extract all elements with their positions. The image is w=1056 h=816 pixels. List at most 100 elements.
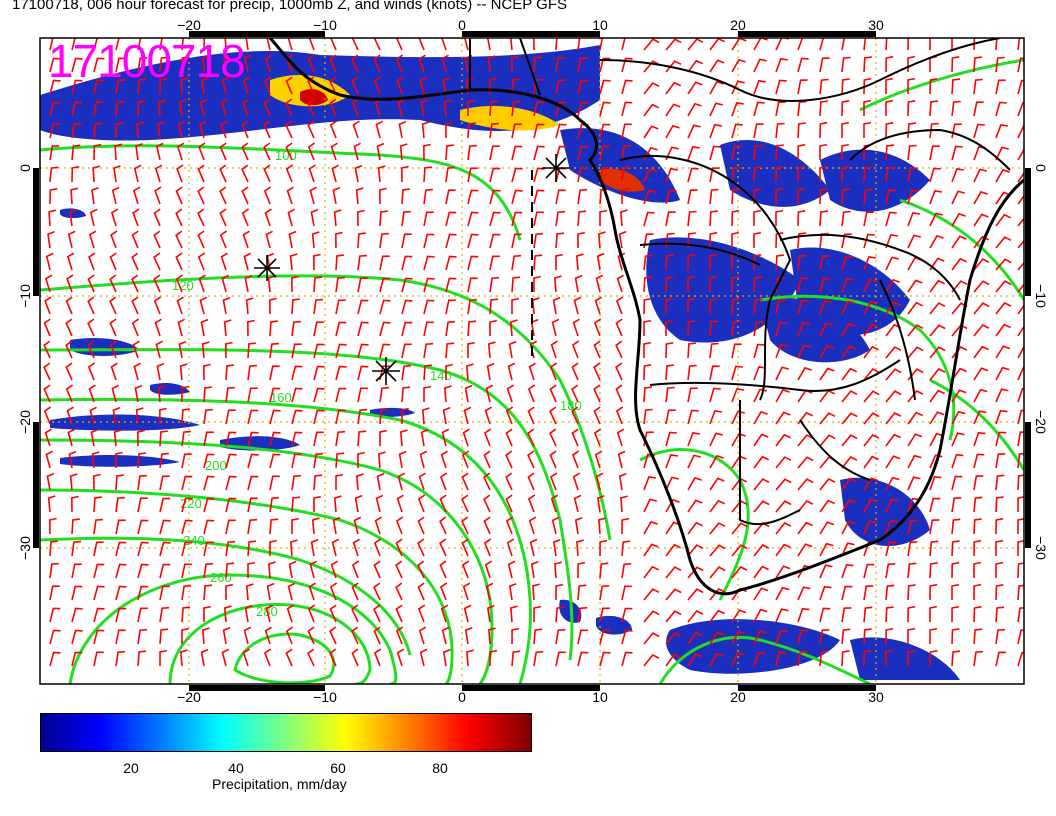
- wind-barb: [89, 208, 98, 227]
- wind-barb: [841, 38, 846, 51]
- wind-barb: [951, 540, 960, 557]
- wind-barb: [995, 628, 1006, 645]
- wind-barb: [731, 101, 744, 117]
- wind-barb: [115, 541, 127, 557]
- wind-barb: [929, 145, 940, 161]
- wind-barb: [753, 651, 766, 667]
- wind-barb: [731, 565, 748, 579]
- wind-barb: [111, 384, 119, 403]
- wind-barb: [354, 494, 363, 513]
- wind-barb: [973, 345, 989, 359]
- wind-barb: [577, 651, 589, 667]
- wind-barb: [307, 648, 315, 667]
- wind-barb: [47, 495, 56, 513]
- lon-tick-label: −20: [177, 689, 201, 705]
- wind-barb: [43, 384, 51, 403]
- wind-barb: [221, 274, 229, 293]
- wind-barb: [643, 543, 659, 557]
- wind-barb: [596, 494, 605, 513]
- wind-barb: [379, 321, 391, 337]
- wind-barb: [423, 277, 435, 293]
- wind-barb: [221, 76, 230, 95]
- wind-barb: [687, 81, 703, 95]
- wind-barb: [775, 543, 791, 557]
- wind-barb: [973, 606, 982, 623]
- wind-barb: [618, 230, 627, 249]
- wind-barb: [1017, 38, 1021, 51]
- wind-barb: [885, 77, 894, 94]
- wind-barb: [373, 648, 382, 667]
- wind-barb: [819, 564, 833, 579]
- wind-barb: [665, 653, 681, 667]
- wind-barb: [423, 299, 435, 315]
- wind-barb: [863, 56, 872, 73]
- wind-barb: [885, 519, 898, 535]
- wind-barb: [134, 384, 143, 403]
- wind-barb: [221, 648, 230, 667]
- wind-barb: [93, 629, 105, 645]
- wind-barb: [731, 388, 745, 403]
- wind-barb: [219, 164, 227, 183]
- wind-barb: [929, 432, 944, 447]
- wind-barb: [137, 452, 146, 469]
- wind-barb: [863, 233, 875, 249]
- wind-barb: [43, 362, 51, 381]
- wind-barb: [200, 318, 209, 337]
- wind-barb: [533, 38, 535, 51]
- wind-barb: [181, 453, 192, 469]
- wind-barb: [819, 277, 831, 293]
- wind-barb: [157, 385, 166, 403]
- wind-barb: [593, 428, 602, 447]
- wind-barb: [775, 144, 784, 161]
- wind-barb: [220, 252, 228, 271]
- wind-barb: [841, 322, 856, 337]
- wind-barb: [929, 627, 938, 645]
- wind-barb: [665, 319, 674, 336]
- wind-barb: [159, 541, 171, 557]
- wind-barb: [442, 406, 451, 425]
- wind-barb: [307, 54, 315, 73]
- wind-barb: [335, 254, 344, 271]
- wind-barb: [111, 186, 120, 205]
- wind-barb: [753, 298, 763, 315]
- wind-barb: [263, 164, 271, 183]
- wind-barb: [973, 258, 990, 271]
- wind-barb: [731, 166, 741, 183]
- wind-barb: [709, 477, 725, 491]
- wind-barb: [329, 76, 337, 95]
- wind-barb: [291, 320, 301, 337]
- wind-barb: [599, 607, 610, 623]
- wind-barb: [731, 320, 741, 337]
- wind-barb: [291, 496, 301, 513]
- wind-barb: [395, 626, 404, 645]
- wind-barb: [731, 343, 742, 359]
- wind-barb: [951, 280, 968, 293]
- wind-barb: [505, 472, 513, 491]
- wind-barb: [352, 120, 360, 139]
- wind-barb: [841, 345, 857, 359]
- wind-barb: [555, 210, 566, 227]
- wind-barb: [841, 56, 851, 73]
- wind-barb: [775, 38, 789, 51]
- wind-barb: [665, 364, 675, 381]
- contour-label: 120: [172, 278, 194, 293]
- wind-barb: [863, 390, 880, 403]
- wind-barb: [489, 100, 498, 117]
- wind-barb: [599, 145, 610, 161]
- wind-barb: [264, 54, 273, 73]
- wind-barb: [797, 389, 813, 403]
- wind-barb: [154, 164, 163, 183]
- wind-barb: [885, 541, 897, 557]
- wind-barb: [885, 498, 899, 513]
- wind-barb: [203, 584, 213, 601]
- wind-barb: [242, 76, 251, 95]
- wind-barb: [709, 38, 726, 51]
- wind-barb: [484, 560, 493, 579]
- wind-barb: [687, 364, 697, 381]
- wind-barb: [375, 120, 383, 139]
- wind-barb: [621, 144, 632, 161]
- wind-barb: [731, 188, 740, 205]
- wind-barb: [1017, 325, 1024, 337]
- wind-barb: [951, 345, 968, 359]
- wind-barb: [241, 186, 249, 205]
